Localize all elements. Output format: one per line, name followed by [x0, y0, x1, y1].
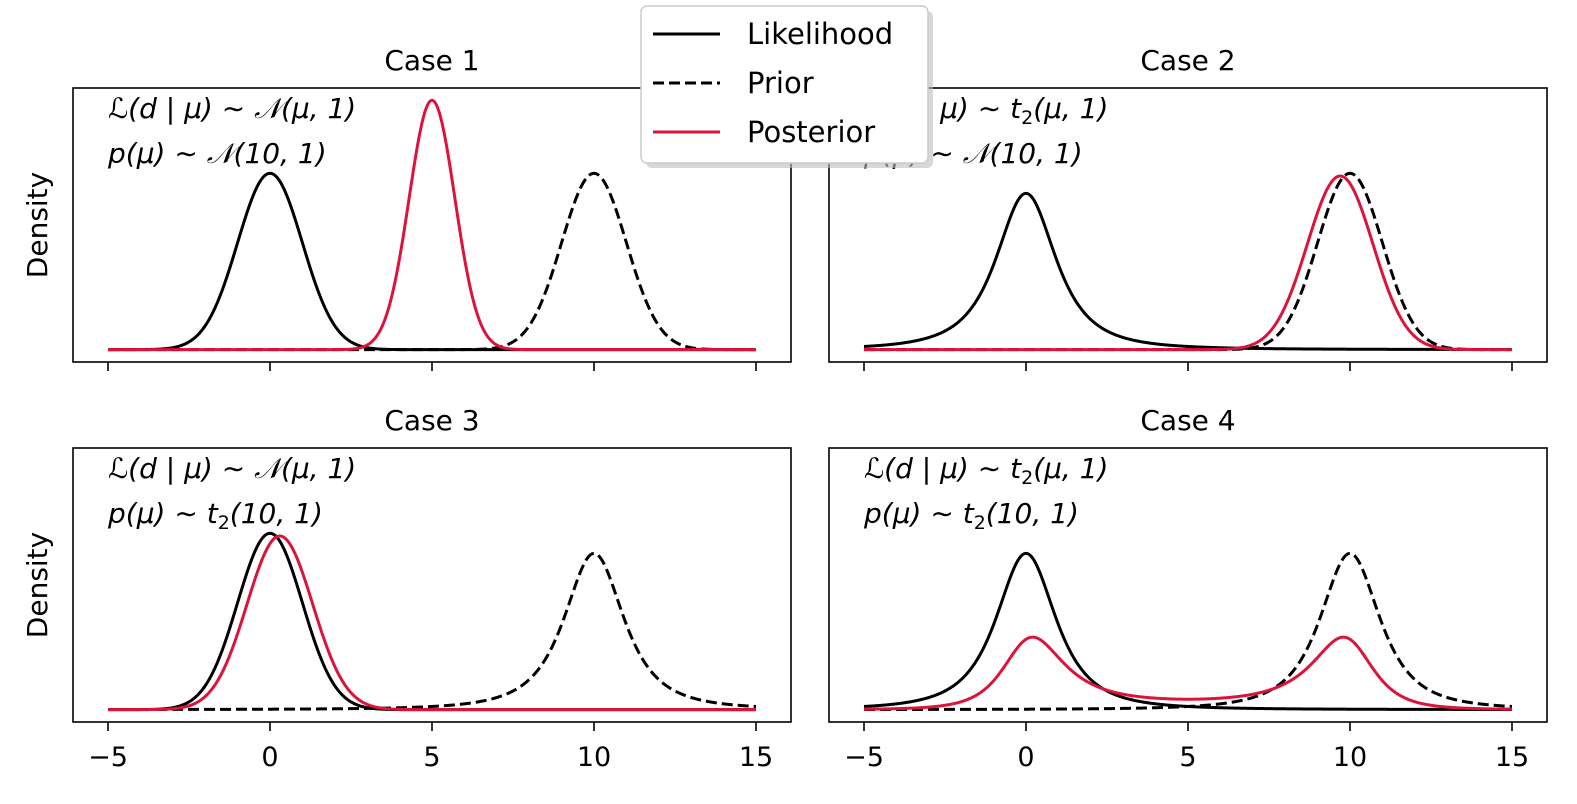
annotation-part: (10, 1) — [230, 497, 323, 530]
legend: Likelihood Prior Posterior — [640, 5, 929, 164]
annotation-part: ℒ(d | μ) ∼ — [864, 452, 1010, 485]
annotation-part: t — [207, 497, 219, 530]
posterior-line — [863, 635, 1513, 711]
x-tick-label: 15 — [1495, 742, 1529, 773]
x-tick-label: 10 — [1333, 742, 1367, 773]
x-tick-label: −5 — [88, 742, 128, 773]
legend-label: Likelihood — [747, 17, 893, 51]
annotation-part: t — [1010, 92, 1022, 125]
legend-label: Prior — [747, 66, 814, 100]
annotation-part: (μ, 1) — [1033, 92, 1108, 125]
panel-title: Case 1 — [384, 44, 479, 77]
likelihood-line — [863, 191, 1512, 351]
likelihood-line — [108, 531, 756, 712]
legend-label: Posterior — [747, 115, 875, 149]
x-tick-label: 0 — [261, 742, 278, 773]
y-axis-label: Density — [21, 532, 54, 638]
x-tick-label: 15 — [739, 742, 773, 773]
annotation-part: p(μ) ∼ — [107, 497, 207, 530]
annotation-part: (μ, 1) — [281, 452, 356, 485]
annotation-part: (10, 1) — [986, 497, 1079, 530]
likelihood-line — [863, 551, 1512, 711]
panel-title: Case 2 — [1140, 44, 1235, 77]
axes-frame — [828, 87, 1548, 363]
annotation-part: (μ, 1) — [1033, 452, 1108, 485]
annotation-part: 2 — [1021, 467, 1033, 489]
annotation-part: (10, 1) — [990, 137, 1083, 170]
annotation-text: ℒ(d | μ) ∼ 𝒩(μ, 1) — [108, 452, 356, 485]
axes-frame — [828, 447, 1548, 723]
axes-frame — [72, 447, 792, 723]
legend-box — [640, 5, 929, 164]
panel-title: Case 3 — [384, 404, 479, 437]
annotation-text: p(μ) ∼ 𝒩(10, 1) — [107, 137, 327, 170]
annotation-text: p(μ) ∼ t2(10, 1) — [863, 497, 1079, 534]
annotation-part: t — [963, 497, 975, 530]
posterior-line — [108, 98, 756, 352]
x-tick-label: 0 — [1017, 742, 1034, 773]
annotation-part: ℒ(d | μ) ∼ — [108, 92, 254, 125]
panel-2: Case 2ℒ(d | μ) ∼ t2(μ, 1)p(μ) ∼ 𝒩(10, 1) — [828, 44, 1548, 371]
x-tick-label: 10 — [577, 742, 611, 773]
annotation-part: (10, 1) — [234, 137, 327, 170]
x-tick-label: 5 — [1179, 742, 1196, 773]
panel-3: −5 0 5 10 15 Case 3 Density ℒ(d | μ) ∼ 𝒩(μ, 1) p… — [21, 404, 792, 773]
prior-line — [108, 551, 757, 711]
annotation-part: ℒ(d | μ) ∼ — [108, 452, 254, 485]
prior-line — [864, 551, 1513, 711]
annotation-part: t — [1010, 452, 1022, 485]
annotation-part: p(μ) ∼ — [107, 137, 207, 170]
annotation-part: 2 — [218, 512, 230, 534]
annotation-text: ℒ(d | μ) ∼ t2(μ, 1) — [864, 452, 1108, 489]
likelihood-line — [108, 171, 756, 352]
annotation-text: ℒ(d | μ) ∼ 𝒩(μ, 1) — [108, 92, 356, 125]
y-axis-label: Density — [21, 172, 54, 278]
x-tick-label: 5 — [423, 742, 440, 773]
x-tick-label: −5 — [844, 742, 884, 773]
annotation-text: p(μ) ∼ t2(10, 1) — [107, 497, 323, 534]
panel-1: Case 1 Density ℒ(d | μ) ∼ 𝒩(μ, 1) p(μ) ∼ 𝒩(… — [21, 44, 792, 371]
posterior-line — [108, 534, 756, 712]
prior-line — [864, 171, 1512, 352]
posterior-line — [864, 174, 1512, 352]
annotation-part: p(μ) ∼ — [863, 497, 963, 530]
annotation-part: (μ, 1) — [281, 92, 356, 125]
annotation-part: 2 — [1021, 107, 1033, 129]
panel-title: Case 4 — [1140, 404, 1235, 437]
annotation-part: 2 — [974, 512, 986, 534]
